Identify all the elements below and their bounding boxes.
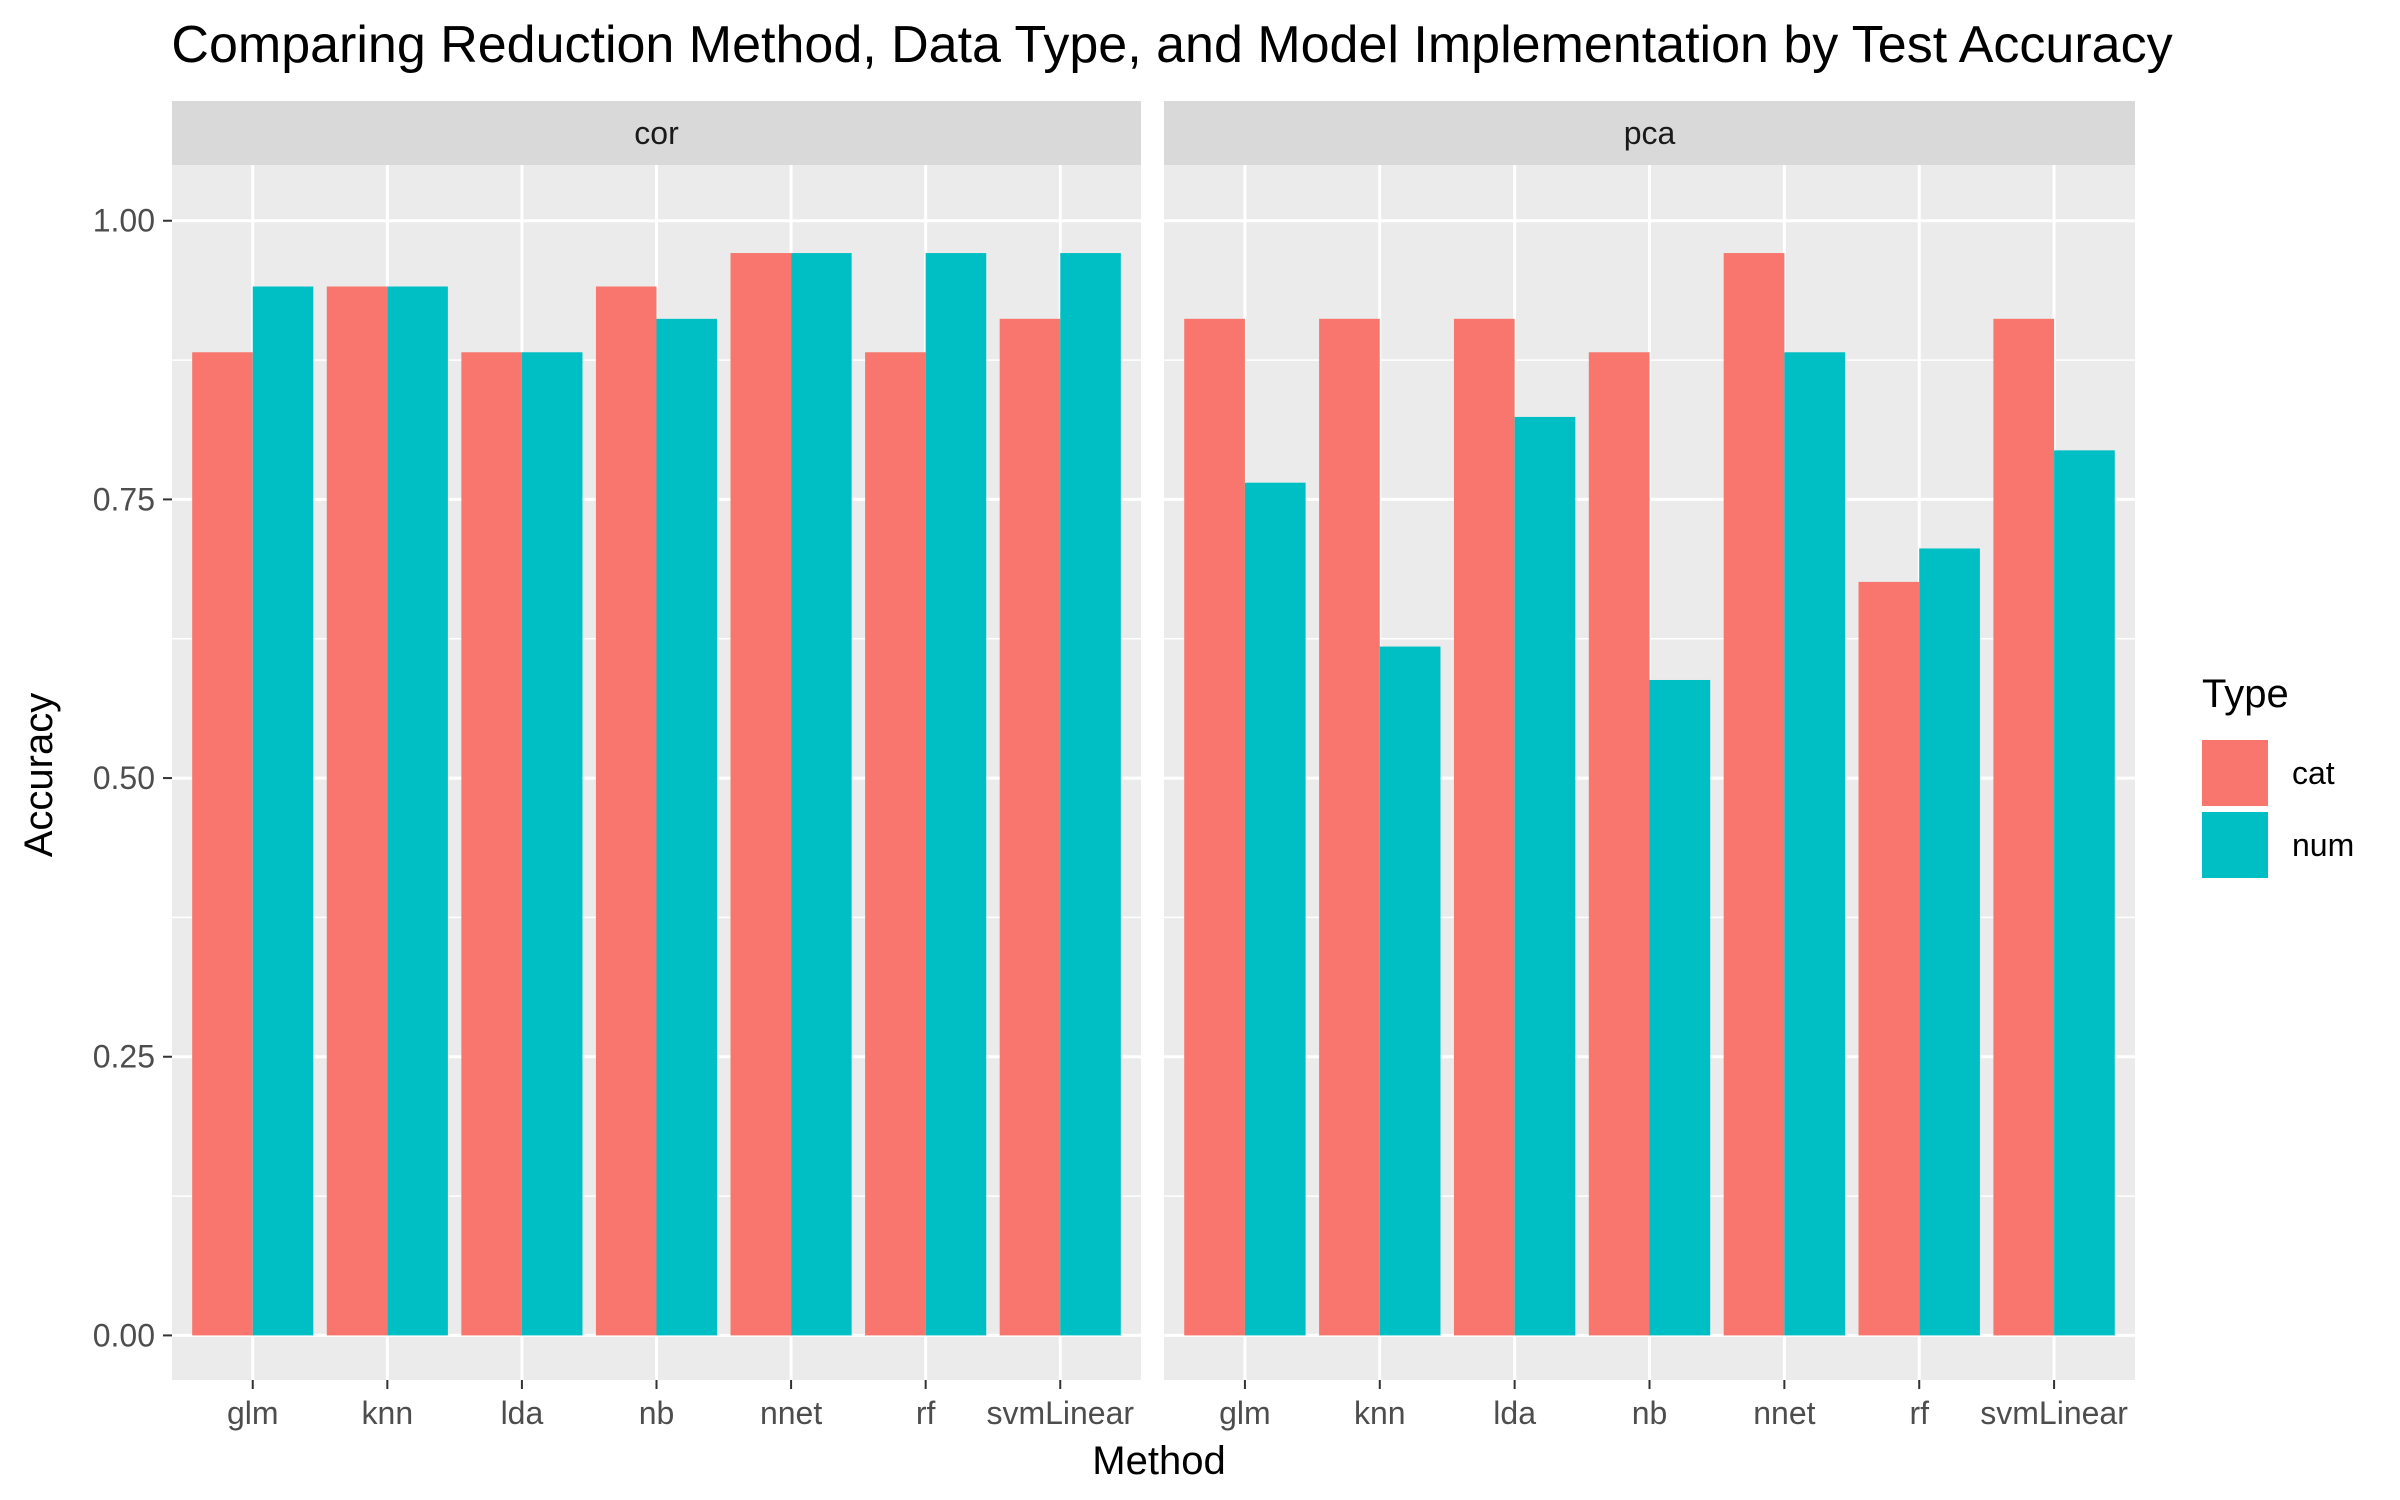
y-axis: 0.00 0.25 0.50 0.75 1.00 — [93, 203, 172, 1353]
bar-cor-glm-num — [252, 286, 314, 1336]
bar-cor-rf-num — [925, 253, 987, 1336]
bar-cor-nnet-cat — [730, 253, 792, 1336]
x-tick-label: nb — [639, 1395, 675, 1431]
y-tick-label: 0.50 — [93, 760, 155, 796]
bar-pca-lda-cat — [1453, 318, 1515, 1336]
facet-label: cor — [634, 115, 679, 151]
y-tick-label: 1.00 — [93, 203, 155, 239]
y-tick-label: 0.00 — [93, 1317, 155, 1353]
x-tick-label: lda — [501, 1395, 544, 1431]
chart-title: Comparing Reduction Method, Data Type, a… — [171, 16, 2172, 74]
bar-cor-lda-cat — [461, 352, 522, 1336]
x-tick-label: svmLinear — [1980, 1395, 2128, 1431]
bar-cor-nb-num — [656, 318, 718, 1336]
bar-pca-lda-num — [1514, 416, 1576, 1336]
y-tick-label: 0.25 — [93, 1039, 155, 1075]
bar-pca-rf-num — [1919, 548, 1980, 1336]
bar-pca-nb-cat — [1588, 352, 1650, 1336]
bar-pca-knn-cat — [1319, 318, 1380, 1336]
x-tick-label: rf — [1909, 1395, 1929, 1431]
bar-pca-glm-num — [1244, 482, 1306, 1336]
x-tick-label: rf — [916, 1395, 936, 1431]
legend-label-cat: cat — [2292, 755, 2335, 791]
panel-cor: glm knn lda nb nnet rf svmLinear cor — [172, 101, 1141, 1431]
panel-pca: glm knn lda nb nnet rf svmLinear pca — [1164, 101, 2135, 1431]
legend-key-num — [2202, 812, 2268, 878]
legend: Type cat num — [2202, 672, 2354, 878]
bar-pca-svmLinear-cat — [1993, 318, 2055, 1336]
x-axis-title: Method — [1092, 1439, 1225, 1483]
bar-cor-knn-cat — [326, 286, 388, 1336]
bar-cor-rf-cat — [865, 352, 926, 1336]
facet-strip — [1164, 101, 2135, 165]
bar-cor-nnet-num — [791, 253, 852, 1336]
legend-key-cat — [2202, 740, 2268, 806]
y-tick-label: 0.75 — [93, 481, 155, 517]
x-tick-label: lda — [1493, 1395, 1536, 1431]
legend-title: Type — [2202, 672, 2289, 716]
x-tick-label: nb — [1632, 1395, 1668, 1431]
x-tick-label: nnet — [760, 1395, 822, 1431]
facet-panels: glm knn lda nb nnet rf svmLinear cor glm knn lda nb… — [172, 101, 2135, 1431]
y-axis-title: Accuracy — [17, 693, 61, 858]
bar-pca-knn-num — [1379, 646, 1441, 1336]
x-tick-label: knn — [1354, 1395, 1406, 1431]
bar-cor-nb-cat — [595, 286, 657, 1336]
bar-cor-glm-cat — [192, 352, 253, 1336]
bar-cor-lda-num — [521, 352, 583, 1336]
bar-cor-svmLinear-num — [1060, 253, 1121, 1336]
facet-strip — [172, 101, 1141, 165]
bar-pca-nnet-num — [1784, 352, 1846, 1336]
bar-cor-knn-num — [387, 286, 448, 1336]
x-tick-label: svmLinear — [986, 1395, 1134, 1431]
bar-pca-svmLinear-num — [2054, 450, 2115, 1336]
x-tick-label: glm — [1219, 1395, 1271, 1431]
facet-label: pca — [1624, 115, 1676, 151]
x-tick-label: glm — [227, 1395, 279, 1431]
bar-pca-nnet-cat — [1723, 253, 1785, 1336]
bar-pca-rf-cat — [1858, 581, 1920, 1336]
bar-cor-svmLinear-cat — [999, 318, 1061, 1336]
bar-pca-glm-cat — [1184, 318, 1245, 1336]
bar-pca-nb-num — [1649, 679, 1711, 1336]
x-tick-label: nnet — [1753, 1395, 1815, 1431]
x-tick-label: knn — [362, 1395, 414, 1431]
legend-label-num: num — [2292, 827, 2354, 863]
